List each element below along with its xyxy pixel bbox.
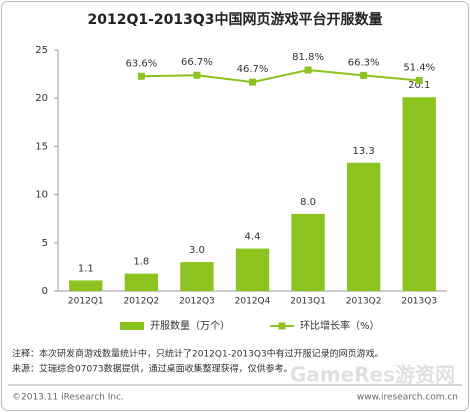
bar (235, 248, 270, 291)
y-tick-label: 15 (35, 141, 48, 152)
note: 注释：本次研发商游戏数量统计中，只统计了2012Q1-2013Q3中有过开服记录… (12, 348, 384, 360)
y-tick-label: 10 (35, 190, 48, 201)
line-label: 63.6% (125, 58, 157, 69)
website: www.iresearch.com.cn (357, 393, 458, 403)
line-marker (304, 66, 312, 74)
bar-label: 20.1 (408, 80, 430, 91)
x-tick-label: 2013Q1 (290, 297, 326, 307)
legend-swatch (278, 322, 286, 330)
y-tick-label: 0 (42, 286, 48, 297)
line-label: 66.3% (348, 57, 380, 68)
legend-label: 开服数量（万个） (150, 319, 230, 332)
note: 来源：艾瑞综合07073数据提供，通过桌面收集整理获得，仅供参考。 (12, 363, 293, 375)
bar (346, 162, 381, 291)
bar-label: 1.1 (78, 263, 94, 274)
x-tick-label: 2012Q3 (179, 297, 215, 307)
line-label: 46.7% (237, 64, 269, 75)
line-marker (360, 71, 368, 79)
x-tick-label: 2012Q4 (235, 297, 271, 307)
bar-label: 13.3 (353, 146, 375, 157)
x-tick-label: 2013Q2 (346, 297, 382, 307)
bar-label: 8.0 (300, 197, 316, 208)
y-tick-label: 5 (42, 238, 48, 249)
legend-swatch (120, 322, 144, 330)
bar (124, 273, 159, 291)
bar-label: 4.4 (245, 232, 261, 243)
y-tick-label: 25 (35, 45, 48, 56)
y-tick-label: 20 (35, 93, 48, 104)
line-marker (415, 77, 423, 85)
line-marker (137, 72, 145, 80)
copyright: ©2013.11 iResearch Inc. (12, 393, 124, 403)
x-tick-label: 2012Q2 (123, 297, 159, 307)
x-tick-label: 2012Q1 (68, 297, 104, 307)
line-label: 66.7% (181, 57, 213, 68)
line-marker (249, 78, 256, 86)
watermark: GameRes游资网 (290, 363, 455, 387)
x-tick-label: 2013Q3 (401, 297, 437, 307)
bar (402, 97, 436, 292)
bar (291, 213, 325, 291)
line (141, 69, 420, 84)
line-marker (193, 71, 201, 79)
legend-label: 环比增长率（%） (300, 319, 380, 332)
chart-title: 2012Q1-2013Q3中国网页游戏平台开服数量 (87, 11, 382, 28)
bar (69, 280, 103, 291)
bar (180, 262, 214, 291)
bar-label: 3.0 (189, 245, 205, 256)
bar-label: 1.8 (133, 257, 149, 268)
line-label: 51.4% (403, 63, 435, 74)
line-label: 81.8% (292, 52, 324, 63)
